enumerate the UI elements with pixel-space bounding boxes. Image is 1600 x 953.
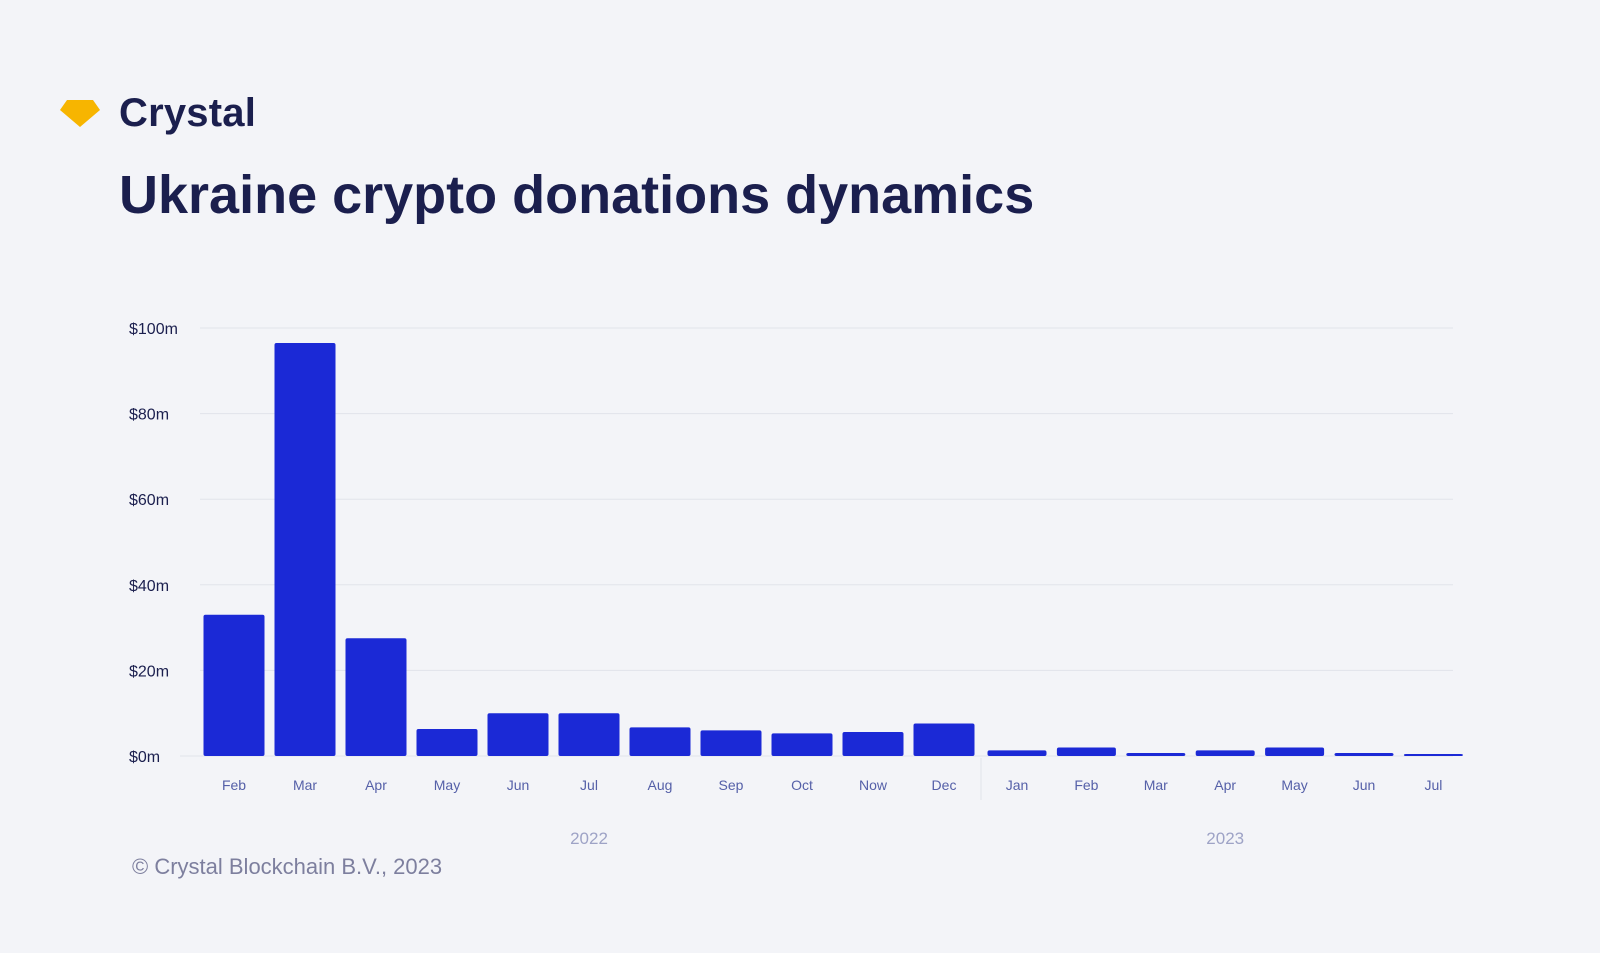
- bar-jun-2022: [487, 713, 549, 756]
- bar-jul-2023: [1403, 754, 1463, 756]
- year-label: 2023: [1206, 829, 1244, 848]
- x-tick-label: Jun: [1353, 777, 1376, 793]
- x-tick-label: Now: [859, 777, 888, 793]
- x-tick-label: Jun: [507, 777, 530, 793]
- bar-feb-2022: [203, 614, 265, 756]
- crystal-gem-icon: [60, 100, 100, 127]
- brand-logo: [59, 90, 101, 136]
- y-tick-label: $80m: [129, 407, 169, 424]
- bar-jan-2023: [987, 750, 1047, 756]
- x-tick-label: Aug: [648, 777, 673, 793]
- x-tick-label: Apr: [1214, 777, 1236, 793]
- x-tick-label: Jan: [1006, 777, 1029, 793]
- x-tick-label: Mar: [293, 777, 317, 793]
- x-tick-label: Apr: [365, 777, 387, 793]
- y-tick-label: $0m: [129, 749, 160, 766]
- y-axis-ticks: $0m $20m $40m $60m $80m $100m: [129, 321, 178, 766]
- y-tick-label: $60m: [129, 492, 169, 509]
- bar-feb-2023: [1056, 747, 1116, 756]
- bar-apr-2022: [345, 638, 407, 756]
- bar-oct-2022: [771, 733, 833, 756]
- bar-apr-2023: [1195, 750, 1255, 756]
- x-tick-label: Feb: [222, 777, 246, 793]
- year-label: 2022: [570, 829, 608, 848]
- bars: [203, 342, 1463, 756]
- x-axis-ticks: Feb Mar Apr May Jun Jul Aug Sep Oct Now Dec Jan Feb M…: [222, 777, 1442, 793]
- grid-lines: [180, 327, 1453, 757]
- bar-aug-2022: [629, 727, 691, 756]
- x-tick-label: Oct: [791, 777, 813, 793]
- y-tick-label: $20m: [129, 663, 169, 680]
- x-tick-label: Jul: [1424, 777, 1442, 793]
- bar-jul-2022: [558, 713, 620, 756]
- bar-sep-2022: [700, 730, 762, 756]
- year-groups: 2022 2023: [570, 758, 1244, 848]
- copyright-footer: © Crystal Blockchain B.V., 2023: [132, 854, 443, 879]
- bar-may-2022: [416, 729, 478, 756]
- bar-dec-2022: [913, 723, 975, 756]
- x-tick-label: Feb: [1074, 777, 1098, 793]
- brand-name: Crystal: [119, 91, 257, 135]
- x-tick-label: Dec: [932, 777, 957, 793]
- bar-may-2023: [1265, 747, 1325, 756]
- bar-mar-2022: [274, 342, 336, 756]
- x-tick-label: Mar: [1144, 777, 1168, 793]
- x-tick-label: May: [1281, 777, 1307, 793]
- x-tick-label: Sep: [719, 777, 744, 793]
- x-tick-label: May: [434, 777, 460, 793]
- x-tick-label: Jul: [580, 777, 598, 793]
- y-tick-label: $100m: [129, 321, 178, 338]
- bar-mar-2023: [1126, 753, 1186, 756]
- chart-title: Ukraine crypto donations dynamics: [119, 165, 1035, 225]
- y-tick-label: $40m: [129, 578, 169, 595]
- bar-now-2022: [842, 732, 904, 756]
- bar-jun-2023: [1334, 753, 1394, 756]
